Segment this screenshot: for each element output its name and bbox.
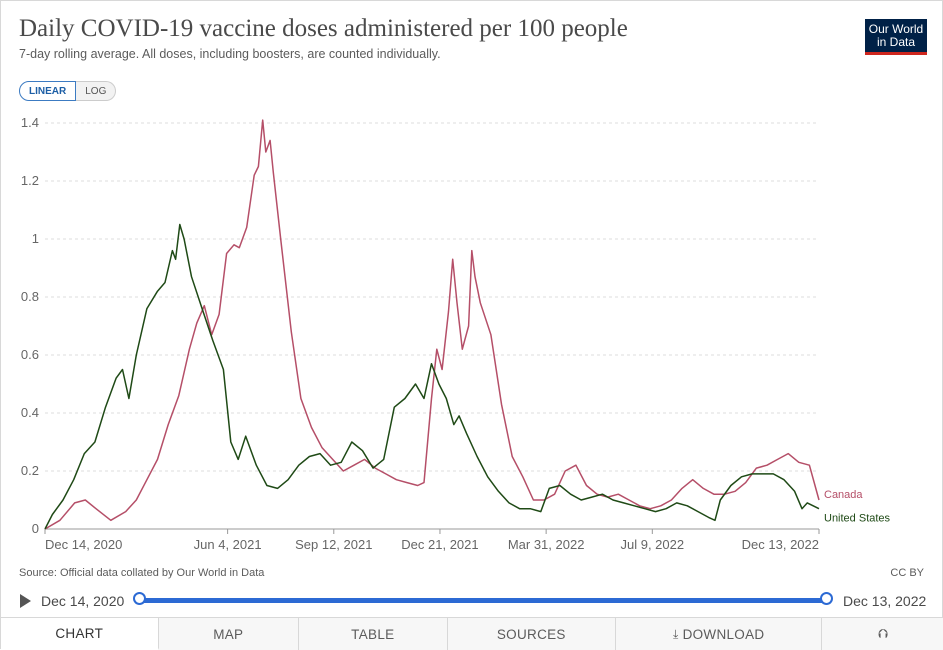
chart-title: Daily COVID-19 vaccine doses administere…: [19, 15, 628, 42]
series-line-canada: [44, 119, 820, 530]
owid-logo[interactable]: Our World in Data: [865, 19, 927, 55]
share-button[interactable]: ⮉: [822, 618, 943, 650]
y-tick-label: 0.2: [21, 463, 39, 478]
tab-download-label: DOWNLOAD: [682, 626, 765, 642]
timeline-start-handle[interactable]: [133, 592, 146, 605]
tab-table[interactable]: TABLE: [299, 618, 448, 650]
linear-scale-button[interactable]: LINEAR: [19, 81, 77, 101]
y-tick-label: 0.4: [21, 405, 39, 420]
series-label: Canada: [824, 489, 863, 501]
x-tick-label: Jun 4, 2021: [194, 537, 262, 552]
tab-download[interactable]: ⤓ DOWNLOAD: [616, 618, 823, 650]
share-icon: ⮉: [878, 626, 889, 641]
x-tick-label: Dec 21, 2021: [401, 537, 478, 552]
line-chart[interactable]: 0 0.2 0.4 0.6 0.8 1 1.2 1.4 Dec 14, 2020 Jun 4, …: [1, 101, 943, 561]
x-tick-labels: Dec 14, 2020 Jun 4, 2021 Sep 12, 2021 Dec 2…: [44, 529, 820, 552]
y-tick-label: 1.4: [21, 115, 39, 130]
timeline-end-handle[interactable]: [820, 592, 833, 605]
source-note: Source: Official data collated by Our Wo…: [19, 567, 265, 579]
series-line-united-states: [44, 223, 820, 530]
timeline-end-label: Dec 13, 2022: [843, 593, 927, 609]
x-tick-label: Dec 14, 2020: [45, 537, 122, 552]
tab-bar: CHART MAP TABLE SOURCES ⤓ DOWNLOAD ⮉: [1, 617, 943, 650]
grid-lines: [45, 122, 819, 530]
timeline-track[interactable]: [140, 598, 827, 603]
series-labels: Canada United States: [824, 489, 891, 525]
x-tick-label: Sep 12, 2021: [295, 537, 372, 552]
tab-sources[interactable]: SOURCES: [447, 618, 617, 650]
y-tick-label: 0.8: [21, 289, 39, 304]
series-label: United States: [824, 513, 891, 525]
y-tick-labels: 0 0.2 0.4 0.6 0.8 1 1.2 1.4: [21, 115, 39, 536]
logo-line-2: in Data: [876, 35, 916, 49]
tab-map[interactable]: MAP: [158, 618, 300, 650]
timeline: Dec 14, 2020 Dec 13, 2022: [1, 589, 943, 613]
log-scale-button[interactable]: LOG: [76, 81, 117, 101]
play-icon[interactable]: [20, 594, 31, 608]
scale-toggle: LINEAR LOG: [19, 81, 117, 101]
y-tick-label: 0: [32, 521, 39, 536]
tab-chart[interactable]: CHART: [1, 618, 159, 650]
x-tick-label: Jul 9, 2022: [621, 537, 685, 552]
x-tick-label: Mar 31, 2022: [508, 537, 585, 552]
y-tick-label: 1: [32, 231, 39, 246]
chart-subtitle: 7-day rolling average. All doses, includ…: [19, 47, 441, 61]
x-tick-label: Dec 13, 2022: [742, 537, 819, 552]
license-link[interactable]: CC BY: [890, 567, 924, 579]
timeline-start-label: Dec 14, 2020: [41, 593, 125, 609]
y-tick-label: 1.2: [21, 173, 39, 188]
logo-line-1: Our World: [868, 22, 924, 36]
download-icon: ⤓: [672, 626, 679, 641]
y-tick-label: 0.6: [21, 347, 39, 362]
series-lines: [44, 119, 820, 530]
